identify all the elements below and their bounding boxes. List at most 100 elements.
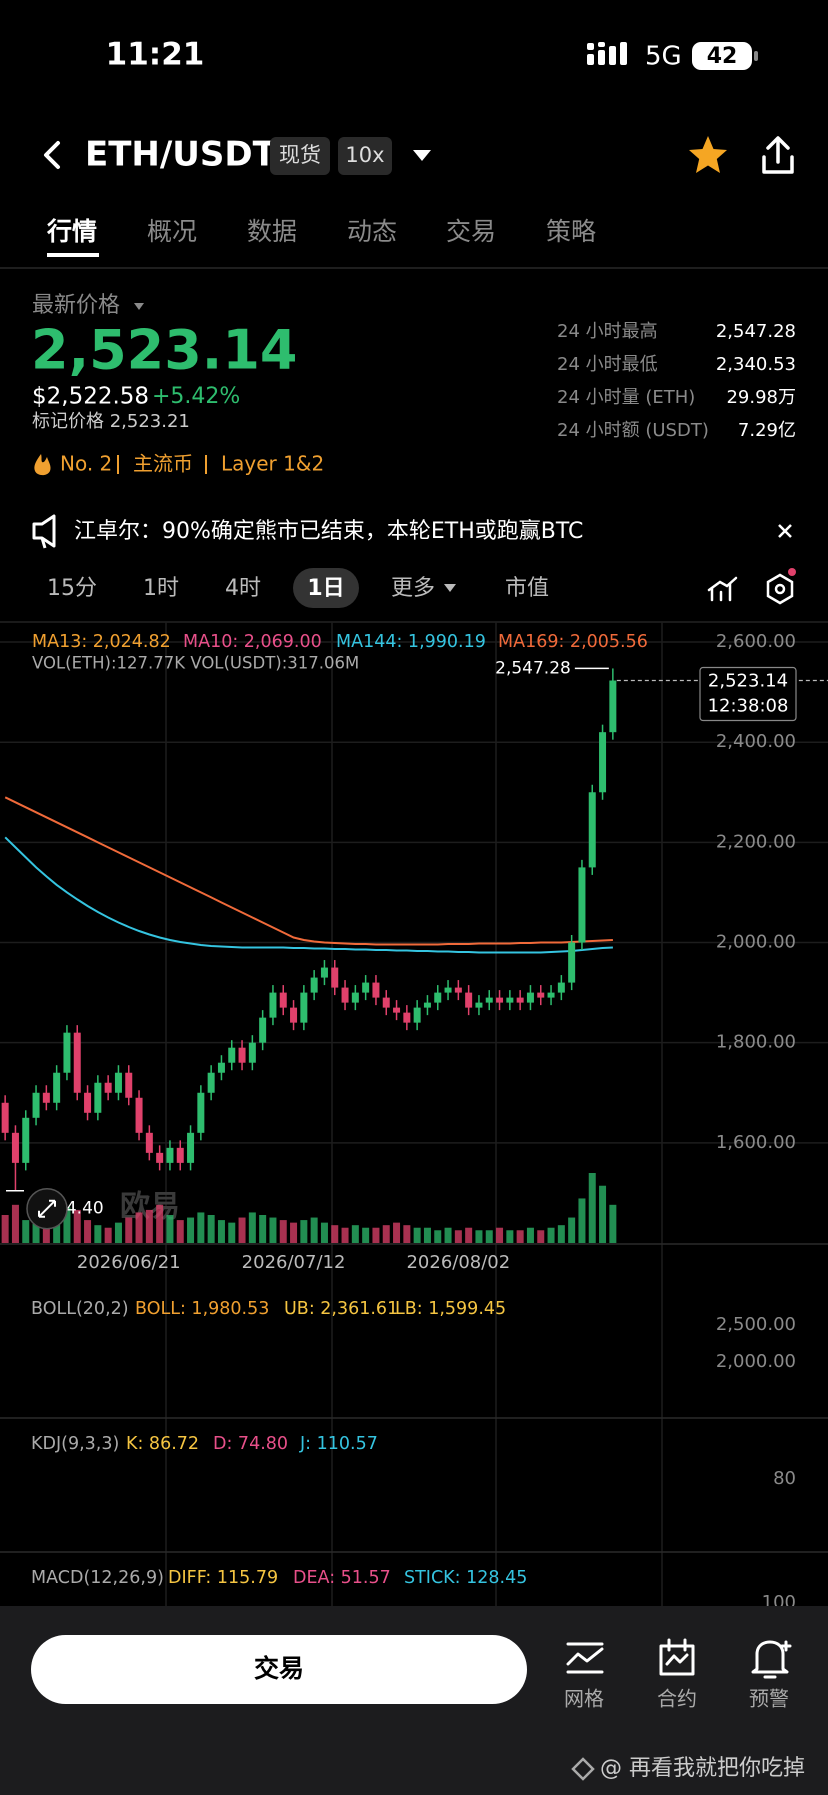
volume-bar <box>259 1215 267 1243</box>
y-tick-label: 1,600.00 <box>716 1132 796 1153</box>
period-tab[interactable]: 15分 <box>47 576 97 601</box>
action-label[interactable]: 网格 <box>564 1687 604 1711</box>
tab[interactable]: 策略 <box>546 217 596 246</box>
period-tab[interactable]: 4时 <box>225 576 261 601</box>
more-dropdown[interactable] <box>444 584 456 592</box>
contract-icon-part <box>659 1644 695 1676</box>
grid-icon[interactable] <box>566 1642 604 1674</box>
news-text[interactable]: 江卓尔：90%确定熊市已结束，本轮ETH或跑赢BTC <box>74 519 583 544</box>
contract-icon-part <box>667 1638 687 1652</box>
status-time: 11:21 <box>106 37 205 73</box>
price-label-dropdown[interactable] <box>134 303 144 310</box>
period-tab[interactable]: 更多 <box>391 576 435 601</box>
signal-icon-part <box>620 42 627 65</box>
indicator-panels: BOLL(20,2) BOLL: 1,980.53 UB: 2,361.61LB: … <box>31 1299 796 1613</box>
volume-bar <box>382 1225 390 1243</box>
candle-body <box>434 992 442 1003</box>
stat-value: 29.98万 <box>726 387 796 408</box>
y-tick-label: 2,200.00 <box>716 831 796 852</box>
candle-body <box>382 997 390 1008</box>
tab-bar: 行情 概况 数据 动态 交易 策略 <box>46 217 596 246</box>
panel-border <box>0 1243 828 1553</box>
share-button[interactable] <box>762 136 794 174</box>
candle-body <box>568 942 576 983</box>
high-label: 2,547.28 <box>495 658 571 678</box>
volume-bar <box>403 1225 411 1243</box>
candle-body <box>217 1062 225 1073</box>
ma-line <box>4 836 613 954</box>
price-chart: 2,600.00 2,400.00 2,200.00 2,000.00 1,800.00… <box>0 631 828 1273</box>
candle-body <box>547 992 555 998</box>
indicator-button-part <box>707 576 738 592</box>
volume-bar <box>516 1230 524 1243</box>
indicator-button[interactable] <box>707 576 738 602</box>
tab[interactable]: 数据 <box>247 217 297 246</box>
candle-body <box>485 997 493 1003</box>
pair-dropdown[interactable] <box>413 150 431 161</box>
tab[interactable]: 概况 <box>147 217 197 246</box>
y-tick-label: 2,600.00 <box>716 631 796 652</box>
candle-body <box>187 1132 195 1163</box>
volume-bar <box>434 1230 442 1243</box>
candle-body <box>125 1072 133 1098</box>
volume-bar <box>300 1220 308 1243</box>
tab[interactable]: 行情 <box>46 217 97 246</box>
volume-bar <box>187 1217 195 1243</box>
tag-box <box>338 137 392 175</box>
signal-icon-part <box>587 43 594 50</box>
price-label: 最新价格 <box>32 293 120 318</box>
candle-body <box>238 1047 246 1063</box>
candle-body <box>114 1072 122 1093</box>
tab-underline <box>47 253 99 257</box>
tab[interactable]: 交易 <box>446 217 496 246</box>
volume-bar <box>341 1227 349 1243</box>
candle-body <box>465 992 473 1008</box>
volume-bar <box>228 1222 236 1243</box>
candle-body <box>279 992 287 1008</box>
volume-bar <box>63 1207 71 1243</box>
volume-bar <box>423 1227 431 1243</box>
volume-bar <box>578 1198 586 1243</box>
volume-bar <box>207 1215 215 1243</box>
candle-body <box>578 867 586 943</box>
period-tab[interactable]: 1时 <box>143 576 179 601</box>
back-button[interactable] <box>44 141 60 169</box>
volume-bar <box>609 1204 617 1243</box>
indicator-value: K: 86.72 <box>126 1434 199 1454</box>
trade-button[interactable] <box>31 1635 527 1704</box>
indicator-label: BOLL(20,2) <box>31 1299 129 1319</box>
volume-bar <box>135 1212 143 1243</box>
action-label[interactable]: 合约 <box>657 1687 697 1711</box>
alert-icon[interactable] <box>751 1640 792 1679</box>
volume-bar <box>176 1220 184 1243</box>
tab[interactable]: 动态 <box>347 217 397 246</box>
candle-body <box>372 982 380 998</box>
last-price: 2,523.14 <box>31 319 297 382</box>
battery <box>692 42 752 70</box>
candle-body <box>104 1082 112 1093</box>
news-close[interactable] <box>778 524 792 538</box>
period-tab[interactable]: 市值 <box>505 576 549 601</box>
period-tab[interactable]: 1日 <box>307 576 344 601</box>
news-icon-part <box>40 537 47 549</box>
volume-bar <box>217 1220 225 1243</box>
legend-item: MA13: 2,024.82 <box>32 632 171 652</box>
favorite-star[interactable] <box>689 136 727 173</box>
volume-bar <box>444 1227 452 1243</box>
contract-icon[interactable] <box>659 1638 695 1676</box>
volume-bar <box>156 1204 164 1243</box>
candle-body <box>413 1007 421 1023</box>
settings-button-part <box>788 568 796 576</box>
x-tick-label: 2026/08/02 <box>406 1252 510 1273</box>
candle-body <box>537 992 545 998</box>
indicator-label: KDJ(9,3,3) <box>31 1434 119 1454</box>
stat-value: 2,340.53 <box>716 354 796 375</box>
layer-tag: Layer 1&2 <box>221 452 324 476</box>
indicator-value: UB: 2,361.61 <box>284 1299 398 1319</box>
volume-bar <box>53 1217 61 1243</box>
candle-body <box>526 992 534 1003</box>
settings-button[interactable] <box>766 568 796 605</box>
action-label[interactable]: 预警 <box>749 1687 789 1711</box>
share-button-part <box>766 136 790 150</box>
